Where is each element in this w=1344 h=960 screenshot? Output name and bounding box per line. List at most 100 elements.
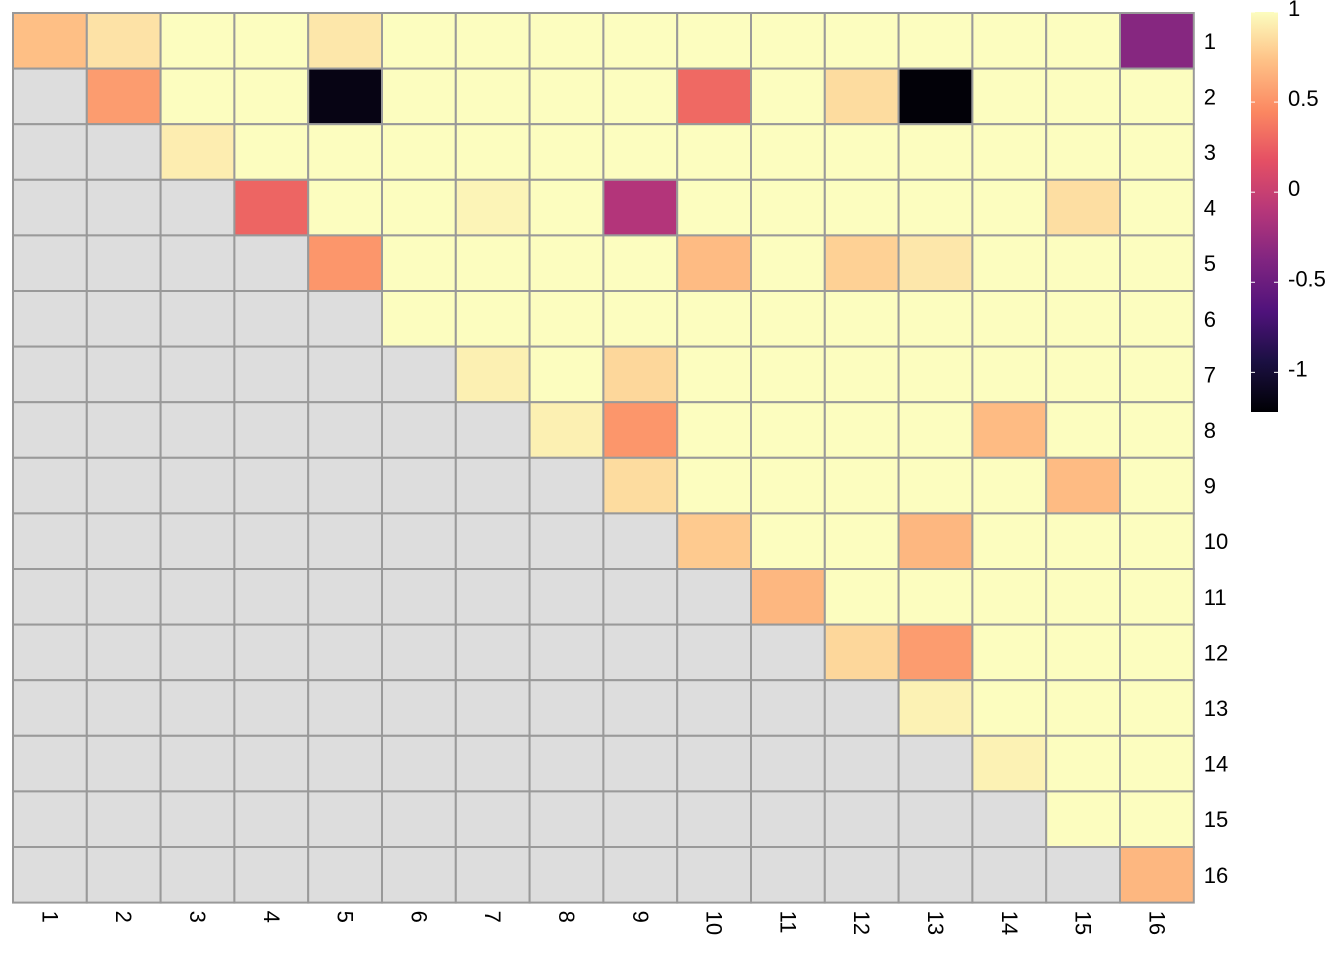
colorbar-tick-label: -0.5 bbox=[1288, 266, 1326, 291]
heatmap-cell bbox=[85, 679, 162, 737]
heatmap-cell bbox=[454, 234, 531, 292]
heatmap-cell bbox=[307, 178, 384, 237]
heatmap-cell bbox=[971, 290, 1048, 348]
heatmap-cell bbox=[12, 401, 88, 459]
heatmap-cell bbox=[750, 234, 826, 292]
heatmap-cell bbox=[1119, 401, 1195, 459]
heatmap-cell bbox=[159, 234, 236, 292]
heatmap-cell bbox=[12, 623, 88, 682]
heatmap-cell bbox=[750, 12, 826, 70]
heatmap-cell bbox=[381, 401, 457, 459]
heatmap-cell bbox=[381, 67, 457, 126]
heatmap-cell bbox=[381, 12, 457, 70]
heatmap-cell bbox=[750, 345, 826, 404]
column-label: 9 bbox=[628, 911, 653, 923]
heatmap-cell bbox=[676, 679, 753, 737]
heatmap-cell bbox=[307, 623, 384, 682]
heatmap-cell bbox=[676, 734, 753, 793]
heatmap-cell bbox=[307, 345, 384, 404]
heatmap-cell bbox=[381, 512, 457, 571]
heatmap-cell bbox=[381, 790, 457, 849]
heatmap-cell bbox=[528, 846, 605, 904]
heatmap-cell bbox=[85, 734, 162, 793]
heatmap-cell bbox=[12, 123, 88, 181]
heatmap-cell bbox=[307, 234, 384, 292]
heatmap-cell bbox=[528, 178, 605, 237]
heatmap-cell bbox=[381, 623, 457, 682]
heatmap-cell bbox=[454, 123, 531, 181]
column-label: 6 bbox=[406, 911, 431, 923]
heatmap-cell bbox=[381, 679, 457, 737]
heatmap-cell bbox=[676, 345, 753, 404]
heatmap-cell bbox=[971, 512, 1048, 571]
heatmap-cell bbox=[1045, 623, 1121, 682]
heatmap-cell bbox=[159, 345, 236, 404]
heatmap-cell bbox=[1045, 846, 1121, 904]
heatmap-cell bbox=[1045, 12, 1121, 70]
heatmap-cell bbox=[454, 345, 531, 404]
heatmap-cell bbox=[454, 790, 531, 849]
heatmap-cell bbox=[602, 512, 679, 571]
heatmap-cell bbox=[159, 123, 236, 181]
row-label: 10 bbox=[1204, 529, 1228, 554]
heatmap-cell bbox=[1119, 679, 1195, 737]
heatmap-cell bbox=[676, 568, 753, 626]
heatmap-cell bbox=[823, 290, 900, 348]
heatmap-cell bbox=[971, 345, 1048, 404]
column-label: 8 bbox=[554, 911, 579, 923]
heatmap-cell bbox=[454, 623, 531, 682]
heatmap-cell bbox=[676, 12, 753, 70]
heatmap-cell bbox=[85, 12, 162, 70]
heatmap-cell bbox=[528, 568, 605, 626]
heatmap-cell bbox=[1045, 401, 1121, 459]
heatmap-cell bbox=[823, 846, 900, 904]
colorbar-tick-label: 1 bbox=[1288, 0, 1300, 21]
heatmap-cell bbox=[307, 512, 384, 571]
heatmap-cell bbox=[1045, 512, 1121, 571]
row-label: 3 bbox=[1204, 140, 1216, 165]
heatmap-cell bbox=[233, 401, 310, 459]
column-label: 16 bbox=[1144, 911, 1169, 935]
column-label: 14 bbox=[997, 911, 1022, 935]
heatmap-cell bbox=[750, 734, 826, 793]
heatmap-cell bbox=[897, 178, 974, 237]
heatmap-cell bbox=[233, 67, 310, 126]
heatmap-cell bbox=[233, 290, 310, 348]
heatmap-cell bbox=[454, 67, 531, 126]
heatmap-cell bbox=[676, 178, 753, 237]
heatmap-cell bbox=[159, 623, 236, 682]
heatmap-cell bbox=[897, 623, 974, 682]
heatmap-cell bbox=[233, 846, 310, 904]
heatmap-cell bbox=[85, 178, 162, 237]
heatmap-cell bbox=[307, 679, 384, 737]
heatmap-cell bbox=[1119, 123, 1195, 181]
heatmap-cell bbox=[1045, 123, 1121, 181]
heatmap-cell bbox=[12, 679, 88, 737]
heatmap-cell bbox=[1045, 679, 1121, 737]
heatmap-cell bbox=[897, 345, 974, 404]
heatmap-cell bbox=[159, 512, 236, 571]
heatmap-cell bbox=[85, 623, 162, 682]
colorbar-legend: 1 0.5 0 -0.5 -1 bbox=[1251, 0, 1326, 412]
heatmap-cell bbox=[750, 623, 826, 682]
heatmap-cell bbox=[971, 12, 1048, 70]
heatmap-cell bbox=[12, 234, 88, 292]
row-label: 7 bbox=[1204, 362, 1216, 387]
heatmap-cell bbox=[602, 790, 679, 849]
heatmap-cell bbox=[823, 178, 900, 237]
heatmap-cell bbox=[307, 290, 384, 348]
heatmap-cell bbox=[85, 345, 162, 404]
heatmap-cell bbox=[233, 679, 310, 737]
heatmap-cell bbox=[750, 846, 826, 904]
heatmap-cell bbox=[233, 734, 310, 793]
heatmap-cell bbox=[602, 290, 679, 348]
heatmap-cell bbox=[823, 67, 900, 126]
colorbar-tick-label: 0.5 bbox=[1288, 86, 1319, 111]
heatmap-cell bbox=[897, 401, 974, 459]
heatmap-cell bbox=[676, 623, 753, 682]
heatmap-cell bbox=[1119, 67, 1195, 126]
heatmap-cell bbox=[823, 12, 900, 70]
heatmap-cell bbox=[971, 123, 1048, 181]
heatmap-cell bbox=[602, 234, 679, 292]
heatmap-cell bbox=[307, 456, 384, 515]
